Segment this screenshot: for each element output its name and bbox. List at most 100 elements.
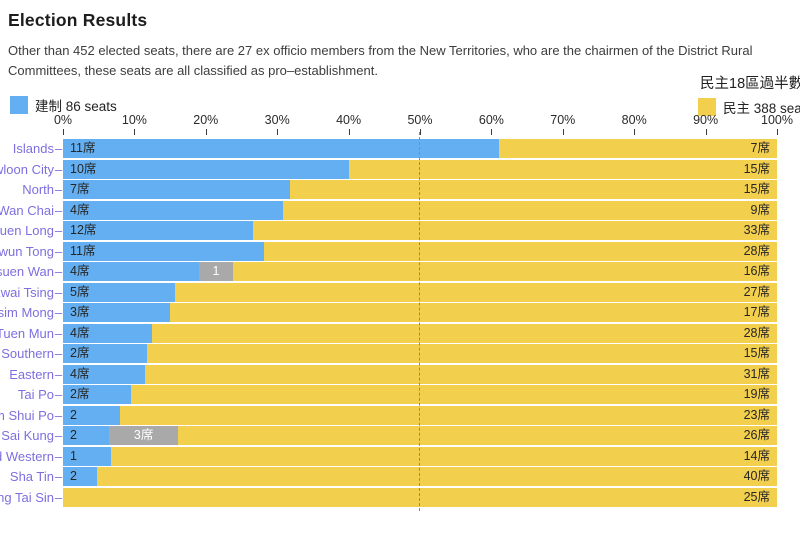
yellow-seat-count-label: 15席	[743, 182, 770, 196]
legend-swatch-blue	[10, 96, 28, 114]
district-axis-tick: –	[54, 141, 63, 156]
blue-seat-count-label: 2	[70, 428, 77, 442]
bar-segment-pro-democracy[interactable]: 15席	[290, 180, 777, 199]
bar-segment-pro-democracy[interactable]: 17席	[170, 303, 777, 322]
blue-seat-count-label: 5席	[70, 284, 90, 299]
legend-pro-establishment[interactable]: 建制 86 seats	[10, 95, 117, 115]
bar-segment-pro-democracy[interactable]: 25席	[63, 487, 777, 507]
district-label: Sai Kung	[1, 428, 54, 443]
blue-seat-count-label: 3席	[70, 305, 90, 319]
bar-segment-pro-democracy[interactable]: 28席	[152, 323, 777, 343]
blue-seat-count-label: 7席	[70, 182, 90, 196]
district-axis-tick: –	[54, 366, 63, 382]
bar-segment-pro-democracy[interactable]: 16席	[233, 262, 777, 281]
district-label: Wan Chai	[0, 202, 54, 218]
bar-segment-pro-establishment[interactable]: 12席	[63, 221, 254, 240]
bar-segment-pro-establishment[interactable]: 11席	[63, 241, 265, 261]
yellow-seat-count-label: 16席	[743, 264, 770, 278]
bar-segment-pro-democracy[interactable]: 14席	[110, 446, 777, 466]
blue-seat-count-label: 2席	[70, 346, 90, 360]
chart-row: Tsuen Wan–4席 1 16席	[0, 262, 800, 281]
other-seat-count-label: 3席	[133, 428, 154, 442]
chart-row: Wong Tai Sin– 25席	[0, 487, 800, 507]
bar-segment-pro-establishment[interactable]: 2	[63, 426, 110, 445]
bar-track: 11席 7席	[63, 139, 777, 158]
bar-track: 2 3席 26席	[63, 426, 777, 445]
bar-segment-pro-establishment[interactable]: 7席	[63, 180, 291, 199]
bar-segment-pro-establishment[interactable]: 3席	[63, 303, 171, 322]
bar-track: 10席 15席	[63, 159, 777, 179]
district-axis-tick: –	[54, 387, 63, 402]
yellow-seat-count-label: 27席	[743, 284, 770, 299]
bar-segment-pro-establishment[interactable]: 11席	[63, 139, 500, 158]
yellow-seat-count-label: 15席	[743, 346, 770, 360]
bar-segment-pro-democracy[interactable]: 26席	[178, 426, 777, 445]
bar-track: 4席 31席	[63, 364, 777, 384]
legend-pro-democracy[interactable]: 民主 388 seats	[698, 97, 800, 117]
bar-segment-other[interactable]: 1	[199, 262, 233, 281]
yellow-seat-count-label: 25席	[743, 489, 770, 504]
blue-seat-count-label: 2	[70, 407, 77, 422]
blue-seat-count-label: 11席	[70, 243, 96, 258]
yellow-seat-count-label: 17席	[743, 305, 770, 319]
axis-tick-mark	[705, 129, 707, 135]
axis-tick-mark	[634, 129, 636, 135]
yellow-seat-count-label: 15席	[743, 161, 770, 176]
district-label: Kwun Tong	[0, 243, 54, 259]
axis-tick-mark	[777, 129, 778, 135]
chart-row: Southern –2席 15席	[0, 344, 800, 363]
legend-swatch-yellow	[698, 98, 716, 116]
bar-segment-pro-establishment[interactable]: 4席	[63, 200, 283, 220]
yellow-seat-count-label: 40席	[743, 469, 770, 483]
district-label: Yau Tsim Mong	[0, 305, 54, 320]
axis-tick-label: 40%	[336, 113, 362, 127]
bar-track: 7席 15席	[63, 180, 777, 199]
bar-segment-pro-establishment[interactable]: 2	[63, 405, 121, 425]
axis-tick-label: 30%	[264, 113, 290, 127]
bar-segment-pro-democracy[interactable]: 40席	[97, 467, 777, 486]
page-title: Election Results	[8, 10, 148, 30]
district-label: Tuen Mun	[0, 325, 54, 341]
chart-row: Wan Chai –4席 9席	[0, 200, 800, 220]
axis-tick-label: 20%	[193, 113, 219, 127]
district-axis-tick: –	[54, 243, 63, 259]
chart-row: Islands –11席 7席	[0, 139, 800, 158]
chart-row: Sha Tin –2 40席	[0, 467, 800, 486]
district-axis-tick: –	[54, 346, 63, 361]
axis-tick-label: 100%	[761, 113, 793, 127]
bar-segment-pro-establishment[interactable]: 4席	[63, 323, 153, 343]
yellow-seat-count-label: 31席	[743, 366, 770, 381]
bar-segment-pro-democracy[interactable]: 15席	[348, 159, 777, 179]
bar-track: 5席 27席	[63, 282, 777, 302]
bar-track: 12席 33席	[63, 221, 777, 240]
bar-segment-pro-democracy[interactable]: 15席	[147, 344, 777, 363]
district-label: Tsuen Wan	[0, 264, 54, 279]
bar-segment-pro-establishment[interactable]: 5席	[63, 282, 175, 302]
bar-segment-pro-establishment[interactable]: 2席	[63, 344, 147, 363]
chart-row: Kowloon City–10席 15席	[0, 159, 800, 179]
bar-segment-pro-democracy[interactable]: 33席	[253, 221, 777, 240]
bar-segment-other[interactable]: 3席	[109, 426, 179, 445]
bar-segment-pro-democracy[interactable]: 31席	[144, 364, 777, 384]
chart-row: Sham Shui Po–2 23席	[0, 405, 800, 425]
bar-segment-pro-democracy[interactable]: 7席	[499, 139, 777, 158]
bar-track: 2席 19席	[63, 385, 777, 404]
bar-segment-pro-democracy[interactable]: 19席	[131, 385, 777, 404]
bar-segment-pro-establishment[interactable]: 4席	[63, 262, 199, 281]
bar-segment-pro-establishment[interactable]: 4席	[63, 364, 145, 384]
yellow-seat-count-label: 33席	[743, 223, 770, 237]
bar-segment-pro-establishment[interactable]: 1	[63, 446, 111, 466]
yellow-seat-count-label: 14席	[743, 448, 770, 463]
bar-segment-pro-establishment[interactable]: 10席	[63, 159, 349, 179]
district-label: Central and Western	[0, 448, 54, 464]
bar-segment-pro-democracy[interactable]: 28席	[264, 241, 777, 261]
bar-segment-pro-democracy[interactable]: 9席	[282, 200, 777, 220]
bar-segment-pro-establishment[interactable]: 2席	[63, 385, 131, 404]
bar-track: 25席	[63, 487, 777, 507]
bar-segment-pro-establishment[interactable]: 2	[63, 467, 97, 486]
bar-segment-pro-democracy[interactable]: 27席	[174, 282, 777, 302]
district-axis-tick: –	[54, 325, 63, 341]
yellow-seat-count-label: 9席	[750, 202, 770, 217]
district-label: Eastern	[9, 366, 54, 382]
bar-segment-pro-democracy[interactable]: 23席	[120, 405, 777, 425]
